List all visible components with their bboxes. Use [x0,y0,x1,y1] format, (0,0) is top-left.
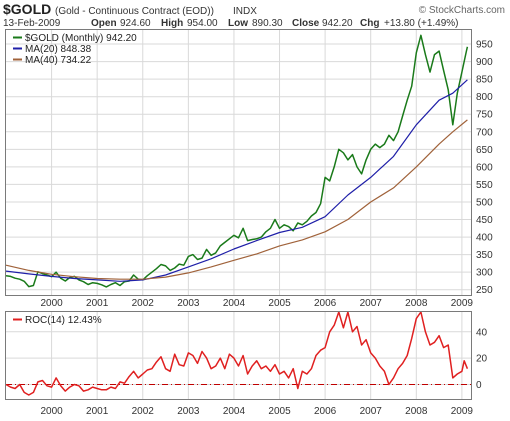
x-tick-label: 2004 [223,406,246,417]
watermark: © StockCharts.com [419,5,505,16]
series-line-price [5,34,469,288]
y-tick-label: 650 [476,145,493,156]
y-tick-label: 850 [476,75,493,86]
x-tick-label: 2002 [132,406,155,417]
y-tick-label: 800 [476,92,493,103]
y-tick-label: 550 [476,180,493,191]
legend-label-ma40: MA(40) 734.22 [25,55,92,66]
series-line-roc [5,311,469,396]
chart-date: 13-Feb-2009 [3,18,61,29]
close-value: 942.20 [322,18,353,29]
x-tick-label: 2003 [177,298,200,309]
chart-description: (Gold - Continuous Contract (EOD)) [55,6,214,17]
low-value: 890.30 [252,18,283,29]
x-tick-label: 2001 [86,298,109,309]
high-label: High [161,18,183,29]
y-tick-label: 750 [476,110,493,121]
chg-label: Chg [360,18,379,29]
y-tick-label: 350 [476,250,493,261]
chart-exchange: INDX [233,6,257,17]
series-line-ma20 [5,79,468,282]
y-tick-label: 500 [476,197,493,208]
legend-label-price: $GOLD (Monthly) 942.20 [25,33,137,44]
y-tick-label: 0 [476,380,482,391]
x-tick-label: 2007 [360,298,383,309]
series-line-ma40 [5,119,468,280]
y-tick-label: 20 [476,354,488,365]
roc-panel: 0 20 40 2000 2001 2002 2003 2004 2005 2006 2007 20… [5,311,488,417]
x-tick-label: 2009 [451,298,474,309]
x-tick-label: 2001 [86,406,109,417]
open-label: Open [91,18,117,29]
y-tick-label: 950 [476,40,493,51]
close-label: Close [292,18,320,29]
x-tick-label: 2008 [405,298,428,309]
y-tick-label: 700 [476,127,493,138]
y-tick-label: 450 [476,215,493,226]
x-tick-label: 2000 [40,298,63,309]
legend-label-ma20: MA(20) 848.38 [25,44,92,55]
x-tick-label: 2005 [268,298,291,309]
y-tick-label: 300 [476,268,493,279]
x-tick-label: 2006 [314,406,337,417]
x-tick-label: 2008 [405,406,428,417]
open-value: 924.60 [120,18,151,29]
y-tick-label: 250 [476,285,493,296]
chart-symbol: $GOLD [3,1,51,17]
x-tick-label: 2004 [223,298,246,309]
y-tick-label: 900 [476,57,493,68]
legend-label-roc: ROC(14) 12.43% [25,315,102,326]
x-tick-label: 2007 [360,406,383,417]
x-tick-label: 2002 [132,298,155,309]
x-tick-label: 2009 [451,406,474,417]
x-tick-label: 2003 [177,406,200,417]
price-panel: 250 300 350 400 450 500 550 600 650 700 750 800 850 9… [5,29,493,309]
y-tick-label: 40 [476,327,488,338]
x-tick-label: 2005 [268,406,291,417]
x-tick-label: 2006 [314,298,337,309]
chg-value: +13.80 (+1.49%) [384,18,459,29]
y-tick-label: 600 [476,162,493,173]
high-value: 954.00 [187,18,218,29]
y-tick-label: 400 [476,233,493,244]
x-tick-label: 2000 [40,406,63,417]
low-label: Low [228,18,248,29]
